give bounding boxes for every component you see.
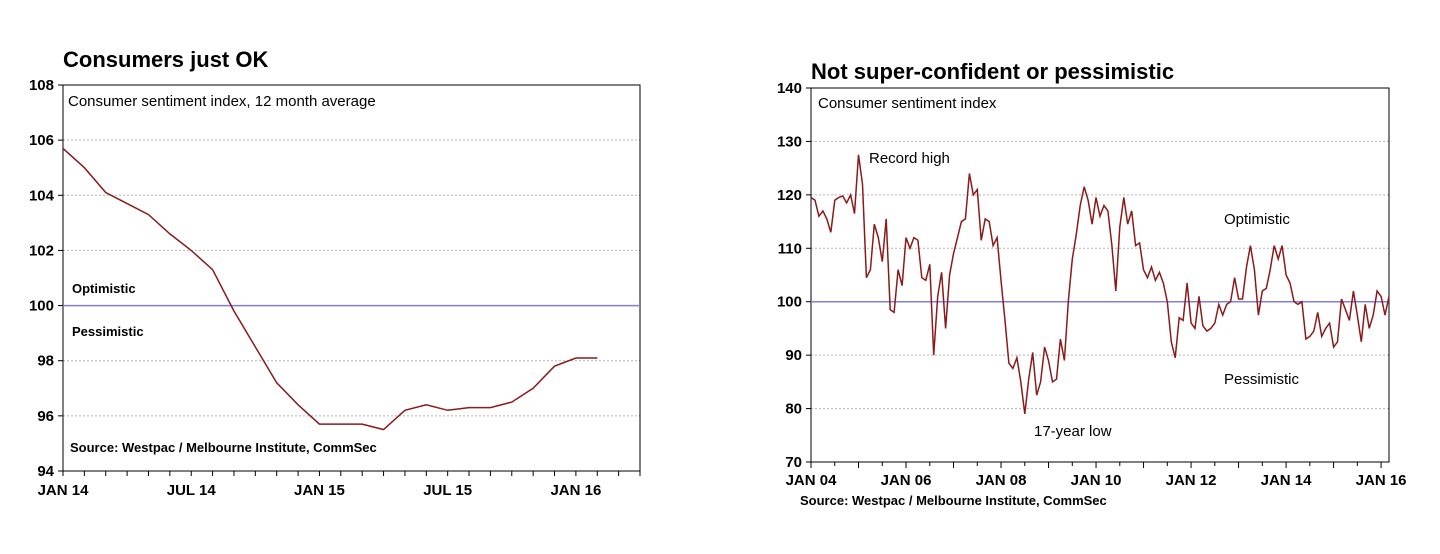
chart2-y-axis: 70 80 90 100 110 120 130 140 xyxy=(777,80,811,471)
chart2-17-year-low-label: 17-year low xyxy=(1034,423,1112,440)
chart1-x-tick-label: JUL 15 xyxy=(423,482,472,499)
chart2-pessimistic-label: Pessimistic xyxy=(1224,371,1300,388)
chart1-gridlines xyxy=(63,139,640,417)
chart1-y-tick-label: 108 xyxy=(29,77,54,94)
chart2-y-tick-label: 110 xyxy=(778,240,802,257)
chart2-y-tick-label: 120 xyxy=(777,187,802,204)
chart1-x-tick-label: JUL 14 xyxy=(167,482,217,499)
chart1-optimistic-label: Optimistic xyxy=(72,281,136,296)
chart2-y-tick-label: 140 xyxy=(777,80,802,97)
chart2-x-tick-label: JAN 06 xyxy=(881,472,932,489)
chart2-y-tick-label: 130 xyxy=(777,133,802,150)
chart2-source: Source: Westpac / Melbourne Institute, C… xyxy=(800,493,1107,508)
chart2-x-tick-label: JAN 10 xyxy=(1071,472,1122,489)
chart2-x-axis: JAN 04 JAN 06 JAN 08 JAN 10 JAN 12 JAN 14 JAN … xyxy=(786,462,1407,489)
chart1-x-tick-label: JAN 16 xyxy=(550,482,601,499)
chart1-y-tick-label: 100 xyxy=(29,298,54,315)
chart1-series-line xyxy=(62,147,598,431)
chart1-plot-frame xyxy=(62,84,641,472)
chart1-x-tick-label: JAN 14 xyxy=(38,482,90,499)
chart1-pessimistic-label: Pessimistic xyxy=(72,324,144,339)
chart2-gridlines xyxy=(811,140,1389,410)
chart2-y-tick-label: 90 xyxy=(785,347,802,364)
chart2-x-tick-label: JAN 16 xyxy=(1356,472,1407,489)
chart2-x-tick-label: JAN 12 xyxy=(1166,472,1217,489)
chart1-title: Consumers just OK xyxy=(63,47,268,72)
chart2-subtitle: Consumer sentiment index xyxy=(818,95,997,112)
chart-not-super-confident: Not super-confident or pessimistic Consu… xyxy=(777,59,1407,508)
chart1-source: Source: Westpac / Melbourne Institute, C… xyxy=(70,440,377,455)
chart2-title: Not super-confident or pessimistic xyxy=(811,59,1174,84)
chart2-y-tick-label: 70 xyxy=(785,454,802,471)
chart2-optimistic-label: Optimistic xyxy=(1224,211,1290,228)
chart1-x-axis: JAN 14 JUL 14 JAN 15 JUL 15 JAN 16 xyxy=(38,471,641,499)
chart1-y-tick-label: 104 xyxy=(29,187,55,204)
chart1-x-tick-label: JAN 15 xyxy=(294,482,345,499)
chart1-y-tick-label: 94 xyxy=(37,463,54,480)
chart1-y-tick-label: 98 xyxy=(37,353,54,370)
chart1-y-tick-label: 96 xyxy=(37,408,54,425)
chart1-y-tick-label: 102 xyxy=(29,242,54,259)
chart2-plot-frame xyxy=(810,87,1390,463)
chart1-subtitle: Consumer sentiment index, 12 month avera… xyxy=(68,93,376,110)
chart1-y-tick-label: 106 xyxy=(29,132,54,149)
chart2-x-tick-label: JAN 14 xyxy=(1261,472,1313,489)
chart2-x-tick-label: JAN 04 xyxy=(786,472,838,489)
chart2-series-line xyxy=(810,154,1390,414)
chart2-record-high-label: Record high xyxy=(869,150,950,167)
chart-consumers-just-ok: Consumers just OK Consumer sentiment ind… xyxy=(29,47,641,499)
chart2-y-tick-label: 100 xyxy=(777,294,802,311)
chart2-x-tick-label: JAN 08 xyxy=(976,472,1027,489)
chart1-y-axis: 94 96 98 100 102 104 106 108 xyxy=(29,77,63,480)
chart2-y-tick-label: 80 xyxy=(785,401,802,418)
